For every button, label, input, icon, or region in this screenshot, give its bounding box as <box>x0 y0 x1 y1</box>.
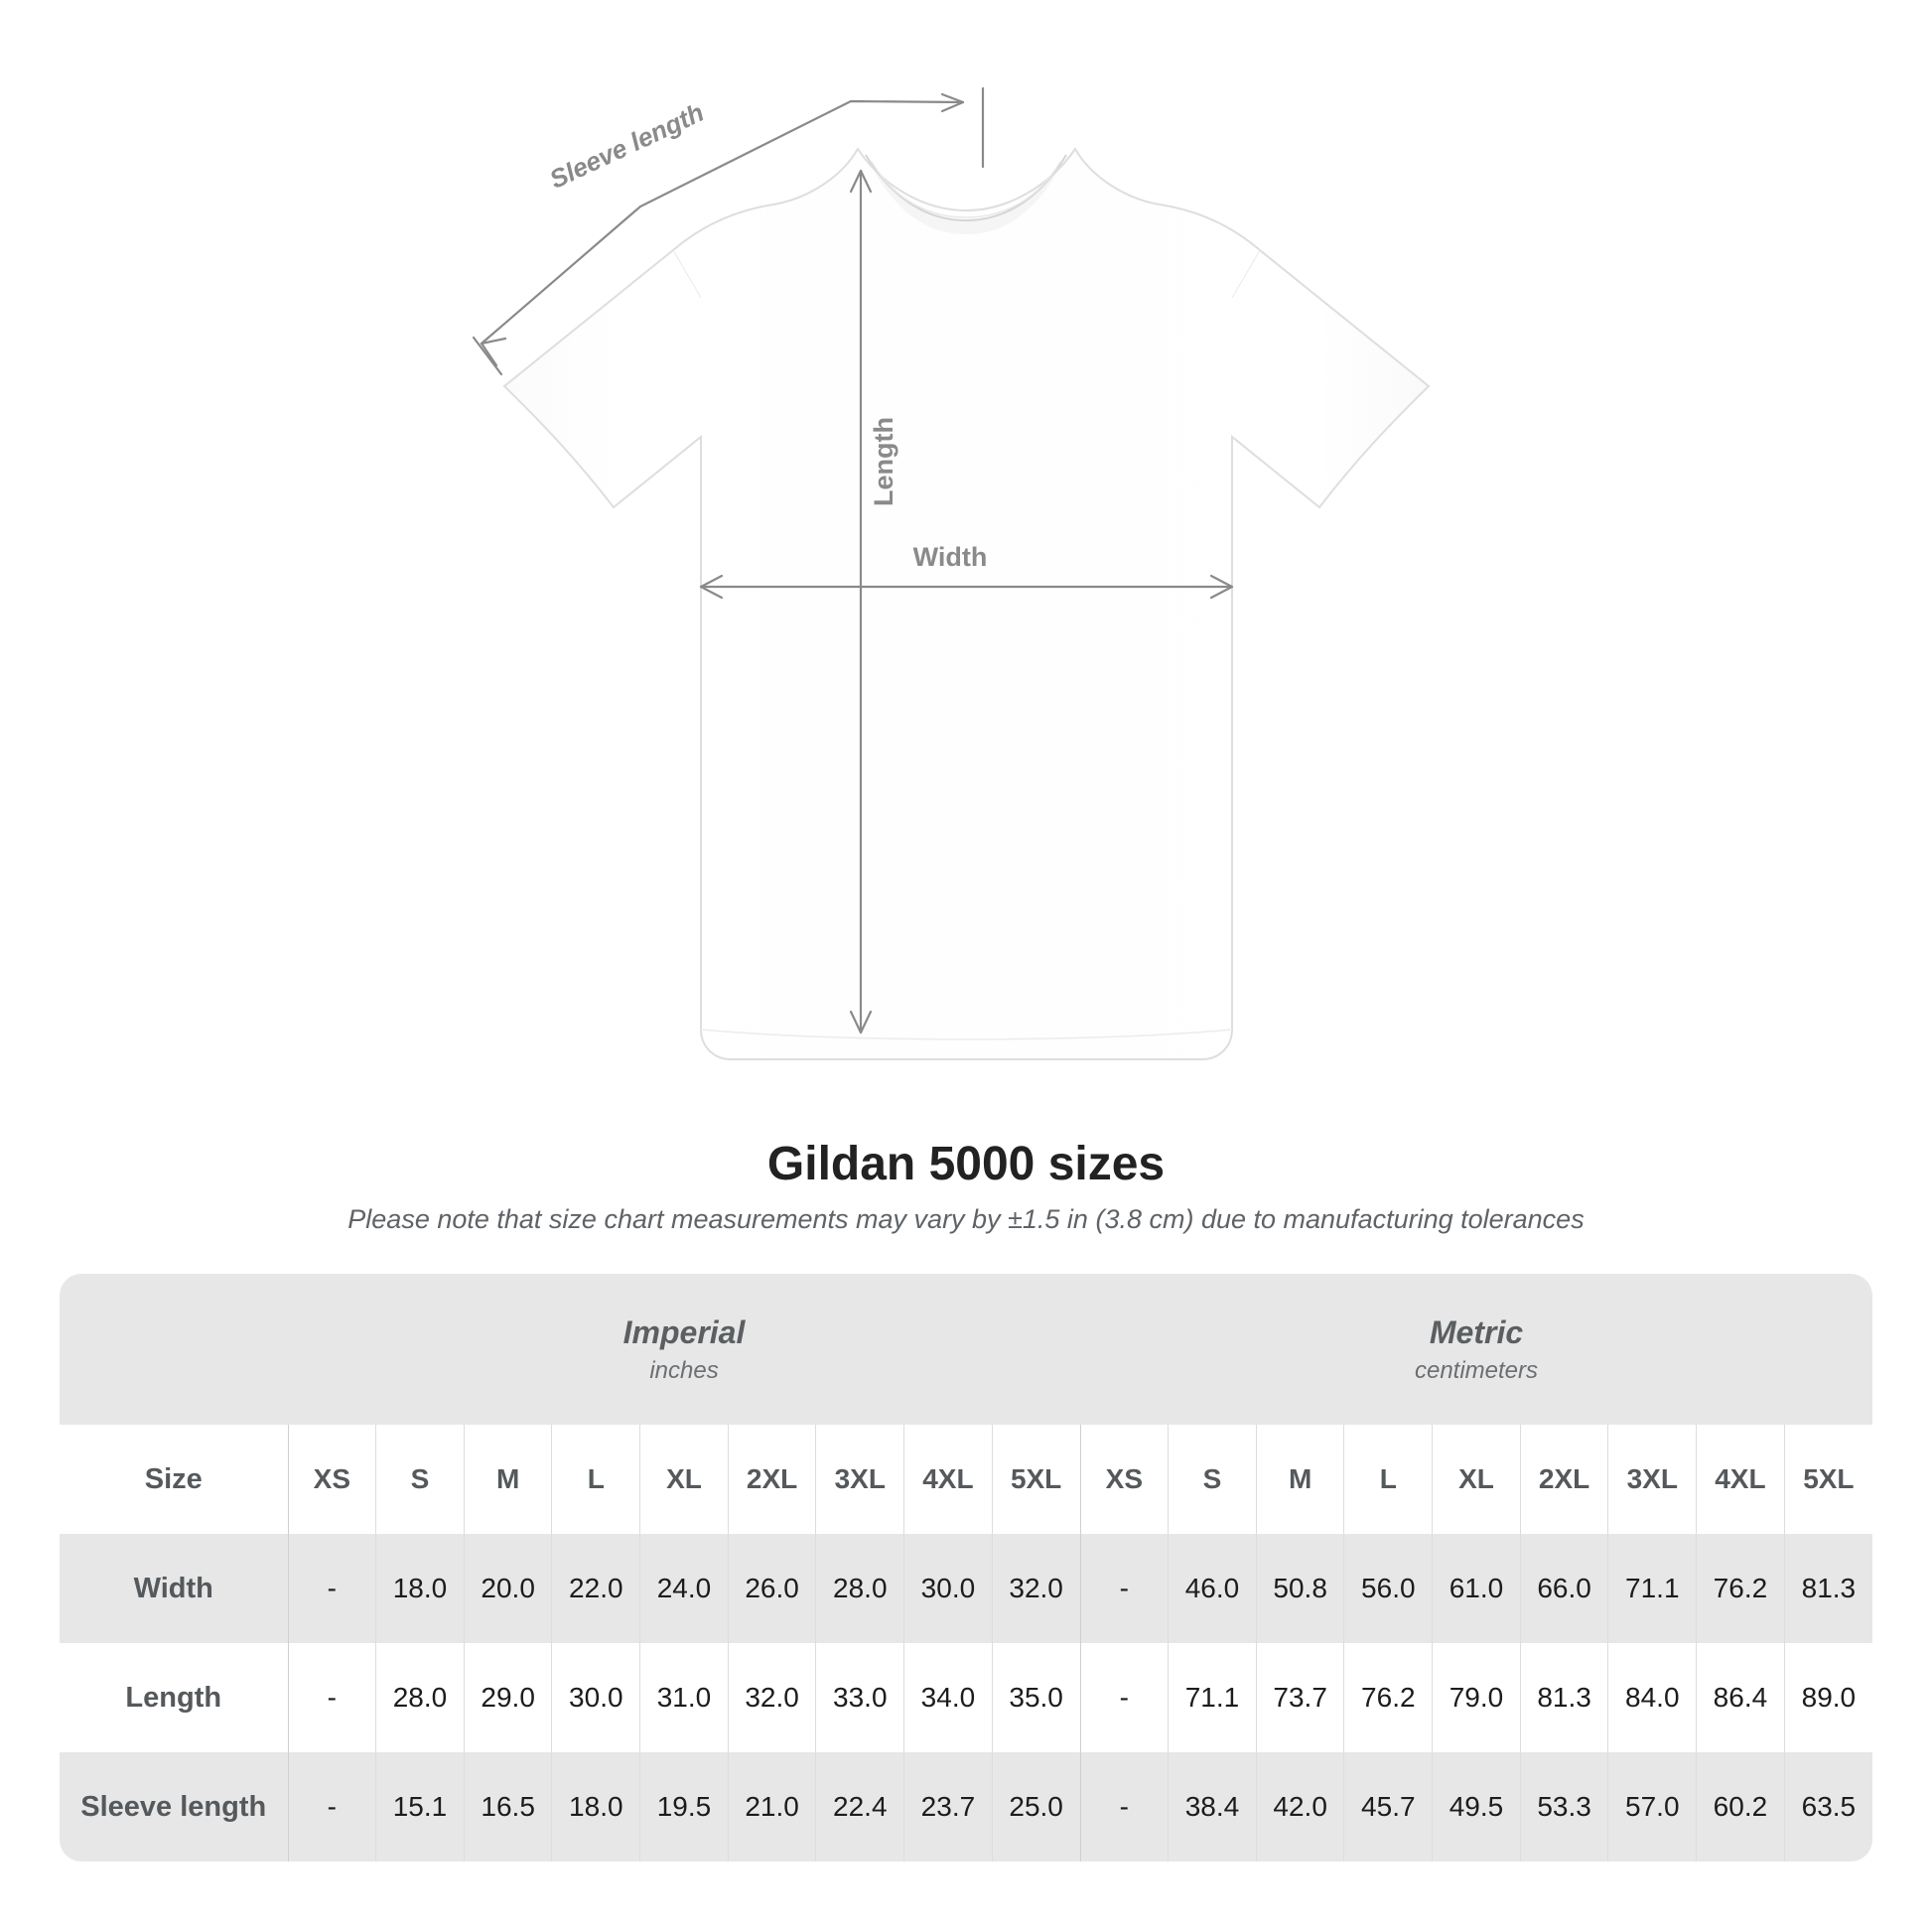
svg-text:Sleeve length: Sleeve length <box>545 97 709 195</box>
svg-text:Width: Width <box>913 542 988 572</box>
svg-text:Length: Length <box>869 417 898 506</box>
